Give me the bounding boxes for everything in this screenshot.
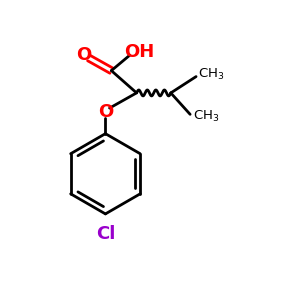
Text: O: O (98, 103, 113, 121)
Text: CH$_3$: CH$_3$ (193, 109, 219, 124)
Text: Cl: Cl (96, 225, 115, 243)
Text: OH: OH (124, 43, 154, 61)
Text: CH$_3$: CH$_3$ (198, 67, 225, 82)
Text: O: O (76, 46, 91, 64)
